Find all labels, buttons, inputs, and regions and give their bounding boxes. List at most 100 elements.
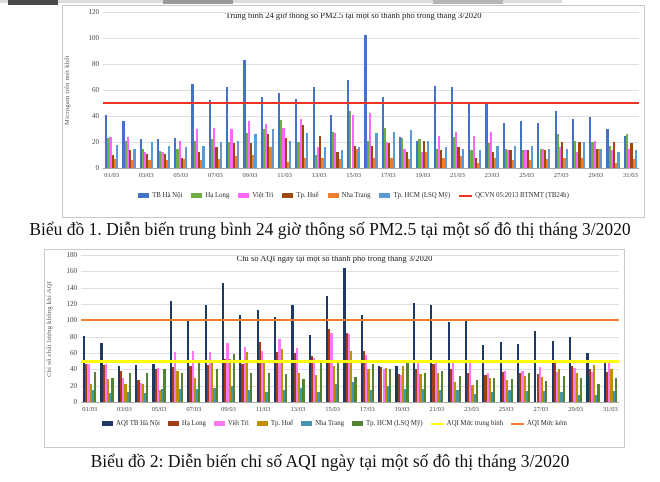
- bar-h-long: [418, 139, 421, 168]
- bar-tp-hu-: [211, 359, 214, 402]
- legend-label: Nha Trang: [315, 420, 344, 427]
- bar-vi-t-tr-: [365, 354, 368, 402]
- bar-h-long: [345, 333, 348, 402]
- x-tick-label: 17/03: [359, 406, 375, 413]
- chart-title: Chỉ số AQI ngày tại một số thành phố tro…: [236, 253, 433, 263]
- bar-h-long: [435, 148, 438, 168]
- bar-nha-trang: [563, 157, 566, 168]
- bar-vi-t-tr-: [313, 357, 316, 402]
- x-tick-label: 21/03: [429, 406, 445, 413]
- bar-aqi-tb-h-n-i: [239, 314, 242, 402]
- bar-nha-trang: [248, 389, 251, 402]
- bar-nha-trang: [286, 161, 289, 168]
- bar-h-long: [210, 139, 214, 168]
- bar-tp-hcm-lsq-m-: [198, 361, 201, 402]
- bar-tp-hu-: [232, 143, 235, 168]
- bar-tb-h-n-i: [139, 139, 142, 168]
- bar-tp-hcm-lsq-m-: [111, 377, 114, 402]
- bar-vi-t-tr-: [282, 127, 285, 168]
- legend-color-swatch: [282, 193, 294, 198]
- bar-nha-trang: [269, 147, 272, 168]
- bar-vi-t-tr-: [161, 152, 164, 168]
- legend-item: Việt Trì: [238, 192, 273, 199]
- bar-tp-hcm-lsq-m-: [513, 145, 516, 168]
- bar-vi-t-tr-: [195, 129, 199, 168]
- bar-vi-t-tr-: [403, 148, 406, 168]
- bar-h-long: [588, 369, 591, 402]
- bar-tb-h-n-i: [122, 121, 125, 168]
- bar-nha-trang: [369, 389, 372, 402]
- bar-nha-trang: [473, 393, 476, 402]
- bar-aqi-tb-h-n-i: [499, 342, 502, 402]
- bar-tp-hcm-lsq-m-: [614, 377, 617, 402]
- x-tick-label: 19/03: [394, 406, 410, 413]
- bar-tp-hu-: [163, 153, 166, 168]
- legend-label: Tp. Huế: [296, 192, 319, 199]
- bar-vi-t-tr-: [261, 351, 264, 402]
- bar-nha-trang: [282, 389, 285, 402]
- bar-nha-trang: [595, 395, 598, 402]
- bar-h-long: [193, 140, 196, 168]
- bar-tp-hu-: [402, 366, 405, 402]
- bar-vi-t-tr-: [472, 135, 475, 168]
- bar-tp-hu-: [159, 389, 162, 402]
- legend-color-swatch: [138, 193, 150, 198]
- bar-nha-trang: [334, 384, 338, 402]
- bar-nha-trang: [213, 388, 216, 402]
- bar-h-long: [176, 148, 179, 168]
- bar-aqi-tb-h-n-i: [204, 304, 207, 402]
- bar-h-long: [349, 110, 352, 168]
- bar-h-long: [332, 131, 335, 168]
- bar-vi-t-tr-: [507, 149, 510, 168]
- bar-aqi-tb-h-n-i: [516, 344, 520, 402]
- bar-tp-hu-: [558, 369, 561, 402]
- bar-tp-hcm-lsq-m-: [128, 373, 131, 402]
- bar-nha-trang: [577, 394, 580, 402]
- bar-vi-t-tr-: [593, 140, 596, 168]
- bar-tp-hcm-lsq-m-: [323, 147, 326, 168]
- bar-tb-h-n-i: [174, 138, 177, 168]
- bar-h-long: [159, 151, 162, 168]
- bar-h-long: [228, 142, 231, 168]
- bar-vi-t-tr-: [226, 343, 229, 402]
- bar-tp-hu-: [350, 350, 353, 402]
- bar-tp-hu-: [176, 370, 179, 402]
- bar-nha-trang: [612, 390, 615, 402]
- bar-h-long: [470, 149, 473, 168]
- reference-line-100: [81, 319, 619, 322]
- legend-item: Hạ Long: [191, 192, 229, 199]
- bar-tp-hu-: [436, 373, 439, 402]
- bar-h-long: [591, 142, 594, 168]
- bar-nha-trang: [404, 388, 407, 402]
- gridline: [103, 90, 639, 91]
- legend-item: TB Hà Nội: [138, 192, 182, 199]
- bar-tb-h-n-i: [277, 92, 281, 168]
- bar-tp-hu-: [506, 379, 509, 402]
- x-axis-line: [81, 402, 619, 403]
- bar-tp-hu-: [540, 376, 544, 402]
- x-tick-label: 27/03: [553, 172, 569, 179]
- scan-artifact-blob: [8, 0, 58, 5]
- legend-item: AQI Mức kém: [511, 420, 567, 427]
- bar-nha-trang: [407, 158, 410, 168]
- bar-tb-h-n-i: [433, 86, 436, 168]
- bar-tp-hu-: [578, 142, 581, 168]
- bar-tp-hu-: [492, 152, 495, 168]
- bar-vi-t-tr-: [524, 149, 527, 168]
- bar-h-long: [280, 119, 283, 168]
- bar-vi-t-tr-: [628, 148, 631, 168]
- reference-line-50: [103, 102, 639, 104]
- bar-tb-h-n-i: [226, 87, 229, 168]
- bar-vi-t-tr-: [503, 370, 507, 402]
- bar-tp-hu-: [141, 384, 144, 402]
- legend-label: Nha Trang: [341, 192, 371, 199]
- legend-label: AQI Mức kém: [527, 420, 567, 427]
- legend-label: Tp. Huế: [270, 420, 294, 427]
- bar-nha-trang: [165, 160, 168, 168]
- y-tick-label: 100: [66, 316, 78, 325]
- x-tick-label: 03/03: [116, 406, 132, 413]
- gridline: [103, 64, 639, 65]
- bar-tp-hcm-lsq-m-: [545, 380, 548, 402]
- bar-aqi-tb-h-n-i: [586, 353, 589, 402]
- bar-nha-trang: [252, 155, 255, 168]
